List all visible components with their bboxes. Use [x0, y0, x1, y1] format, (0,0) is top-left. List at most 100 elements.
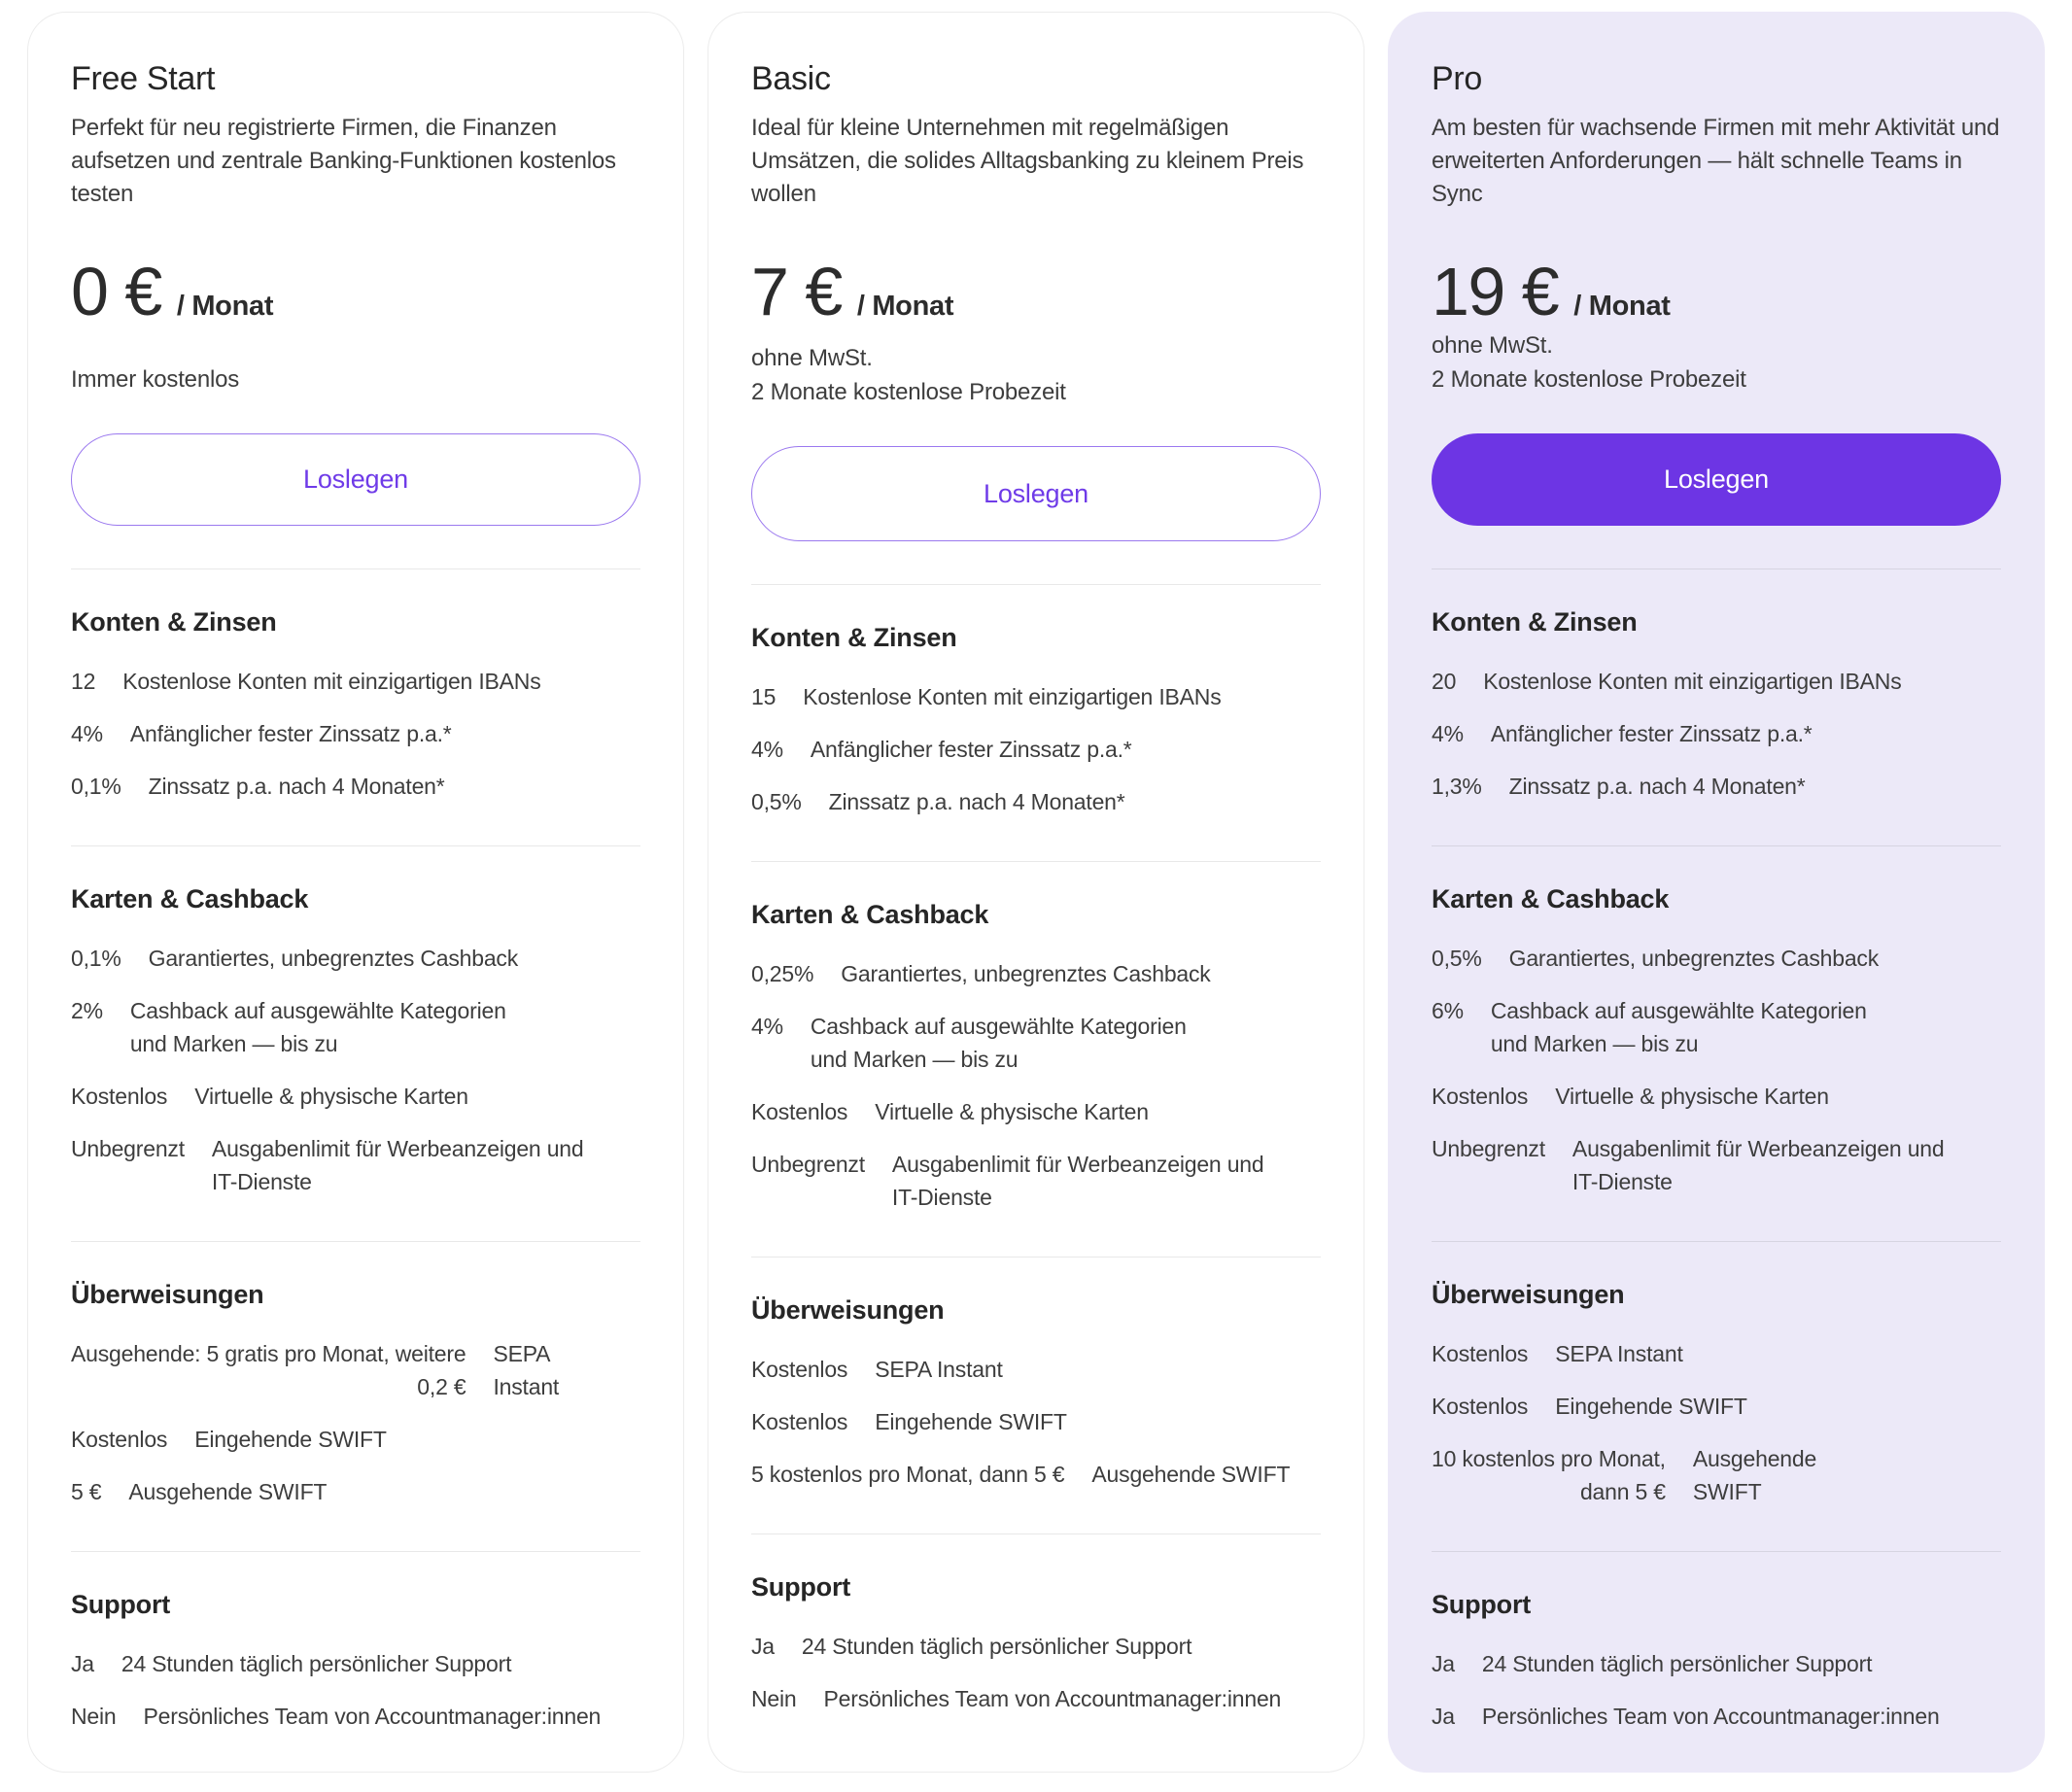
section-title-karten-cashback: Karten & Cashback: [1432, 884, 1670, 913]
section-divider: [751, 584, 1321, 585]
feature-row: Kostenlos Virtuelle & physische Karten: [1432, 1080, 2001, 1113]
feature-row: Kostenlos Eingehende SWIFT: [71, 1423, 640, 1456]
feature-row: Ja 24 Stunden täglich persönlicher Suppor…: [751, 1630, 1321, 1663]
feature-value: 20: [1432, 669, 1457, 694]
feature-value: 1,3%: [1432, 774, 1482, 799]
feature-value: 0,25%: [751, 961, 814, 986]
feature-value: 4%: [751, 1014, 783, 1039]
feature-row: Ja 24 Stunden täglich persönlicher Suppor…: [1432, 1647, 2001, 1680]
section-divider: [1432, 845, 2001, 846]
feature-value: 4%: [751, 737, 783, 762]
feature-label: Virtuelle & physische Karten: [194, 1084, 468, 1109]
feature-label: Eingehende SWIFT: [1555, 1394, 1747, 1419]
feature-value: Nein: [71, 1704, 117, 1729]
plan-header: Pro Am besten für wachsende Firmen mit me…: [1432, 57, 2001, 395]
section-divider: [1432, 1551, 2001, 1552]
plan-card-free-start: Free Start Perfekt für neu registrierte F…: [27, 12, 684, 1773]
feature-label: SEPA Instant: [1555, 1341, 1683, 1366]
section-divider: [751, 861, 1321, 862]
section-title-berweisungen: Überweisungen: [1432, 1280, 1625, 1309]
section-title-konten-zinsen: Konten & Zinsen: [751, 623, 957, 652]
plan-note: 2 Monate kostenlose Probezeit: [1432, 366, 1746, 394]
feature-row: Ja 24 Stunden täglich persönlicher Suppor…: [71, 1647, 640, 1680]
section-divider: [751, 1257, 1321, 1258]
feature-label: Ausgehende SWIFT: [1091, 1462, 1291, 1487]
feature-value: 12: [71, 669, 96, 694]
feature-value: 4%: [1432, 721, 1464, 746]
feature-value: Unbegrenzt: [751, 1152, 865, 1177]
feature-row: 4% Anfänglicher fester Zinssatz p.a.*: [751, 733, 1321, 766]
plan-price: 19 €: [1432, 254, 1560, 329]
feature-row: 0,25% Garantiertes, unbegrenztes Cashback: [751, 957, 1321, 990]
feature-row: Nein Persönliches Team von Accountmanager…: [751, 1682, 1321, 1715]
get-started-button[interactable]: Loslegen: [1432, 433, 2001, 526]
feature-row: 10 kostenlos pro Monat, dann 5 € Ausgehen…: [1432, 1442, 2001, 1508]
feature-row: 5 kostenlos pro Monat, dann 5 € Ausgehend…: [751, 1458, 1321, 1491]
feature-row: Kostenlos SEPA Instant: [751, 1353, 1321, 1386]
plan-price-row: 0 € / Monat: [71, 256, 640, 327]
feature-value: 0,1%: [71, 946, 121, 971]
feature-label: Zinssatz p.a. nach 4 Monaten*: [828, 789, 1125, 814]
feature-row: 0,1% Garantiertes, unbegrenztes Cashback: [71, 942, 640, 975]
feature-row: Nein Persönliches Team von Accountmanager…: [71, 1700, 640, 1733]
plan-header: Basic Ideal für kleine Unternehmen mit re…: [751, 57, 1321, 407]
section-title-karten-cashback: Karten & Cashback: [751, 900, 989, 929]
plan-description: Ideal für kleine Unternehmen mit regelmä…: [751, 115, 1304, 207]
feature-label: Garantiertes, unbegrenztes Cashback: [148, 946, 519, 971]
feature-value: Kostenlos: [751, 1357, 848, 1382]
section-title-konten-zinsen: Konten & Zinsen: [1432, 607, 1638, 637]
plan-description: Am besten für wachsende Firmen mit mehr …: [1432, 115, 2000, 207]
feature-label: Ausgabenlimit für Werbeanzeigen und IT-D…: [1571, 1136, 1945, 1194]
feature-value: Kostenlos: [71, 1427, 168, 1452]
feature-label: Cashback auf ausgewählte Kategorien und …: [810, 1014, 1187, 1072]
feature-row: Kostenlos SEPA Instant: [1432, 1337, 2001, 1370]
plan-price: 7 €: [751, 254, 843, 329]
feature-value: Kostenlos: [751, 1409, 848, 1434]
plan-title: Free Start: [71, 60, 216, 97]
feature-row: Kostenlos Eingehende SWIFT: [1432, 1390, 2001, 1423]
feature-label: Anfänglicher fester Zinssatz p.a.*: [1490, 721, 1813, 746]
feature-value: 15: [751, 684, 777, 709]
feature-label: Anfänglicher fester Zinssatz p.a.*: [129, 721, 452, 746]
feature-value: Ausgehende: 5 gratis pro Monat, weitere …: [71, 1341, 466, 1399]
plan-price: 0 €: [71, 254, 162, 329]
feature-label: Garantiertes, unbegrenztes Cashback: [841, 961, 1211, 986]
plan-price-period: / Monat: [1573, 291, 1671, 322]
feature-row: Ausgehende: 5 gratis pro Monat, weitere …: [71, 1337, 640, 1403]
plan-notes: ohne MwSt. 2 Monate kostenlose Probezeit: [1432, 331, 2001, 395]
feature-row: 0,5% Garantiertes, unbegrenztes Cashback: [1432, 942, 2001, 975]
section-title-support: Support: [71, 1590, 171, 1619]
plan-description: Perfekt für neu registrierte Firmen, die…: [71, 115, 616, 207]
feature-value: Kostenlos: [1432, 1394, 1529, 1419]
feature-value: 5 €: [71, 1479, 102, 1504]
get-started-button[interactable]: Loslegen: [751, 446, 1321, 541]
feature-label: 24 Stunden täglich persönlicher Support: [1481, 1651, 1873, 1676]
section-title-berweisungen: Überweisungen: [71, 1280, 264, 1309]
feature-value: 4%: [71, 721, 103, 746]
feature-row: 1,3% Zinssatz p.a. nach 4 Monaten*: [1432, 770, 2001, 803]
feature-row: Ja Persönliches Team von Accountmanager:i…: [1432, 1700, 2001, 1733]
section-title-support: Support: [1432, 1590, 1532, 1619]
feature-value: Kostenlos: [71, 1084, 168, 1109]
feature-label: Eingehende SWIFT: [194, 1427, 387, 1452]
feature-label: Zinssatz p.a. nach 4 Monaten*: [148, 774, 445, 799]
feature-label: Zinssatz p.a. nach 4 Monaten*: [1508, 774, 1806, 799]
feature-value: Unbegrenzt: [1432, 1136, 1545, 1161]
feature-value: Kostenlos: [1432, 1341, 1529, 1366]
feature-row: 12 Kostenlose Konten mit einzigartigen IB…: [71, 665, 640, 698]
pricing-cards: Free Start Perfekt für neu registrierte F…: [27, 12, 2045, 1773]
feature-label: SEPA Instant: [875, 1357, 1003, 1382]
plan-header: Free Start Perfekt für neu registrierte F…: [71, 57, 640, 395]
feature-row: 15 Kostenlose Konten mit einzigartigen IB…: [751, 680, 1321, 713]
plan-card-basic: Basic Ideal für kleine Unternehmen mit re…: [708, 12, 1364, 1773]
feature-value: Ja: [1432, 1651, 1455, 1676]
feature-value: Kostenlos: [751, 1099, 848, 1124]
feature-label: Ausgabenlimit für Werbeanzeigen und IT-D…: [891, 1152, 1264, 1210]
section-divider: [71, 845, 640, 846]
plan-price-period: / Monat: [176, 291, 274, 322]
plan-note: ohne MwSt.: [751, 345, 873, 371]
feature-label: Ausgabenlimit für Werbeanzeigen und IT-D…: [211, 1136, 584, 1194]
feature-label: Virtuelle & physische Karten: [875, 1099, 1149, 1124]
feature-row: 6% Cashback auf ausgewählte Kategorien un…: [1432, 994, 2001, 1060]
get-started-button[interactable]: Loslegen: [71, 433, 640, 526]
